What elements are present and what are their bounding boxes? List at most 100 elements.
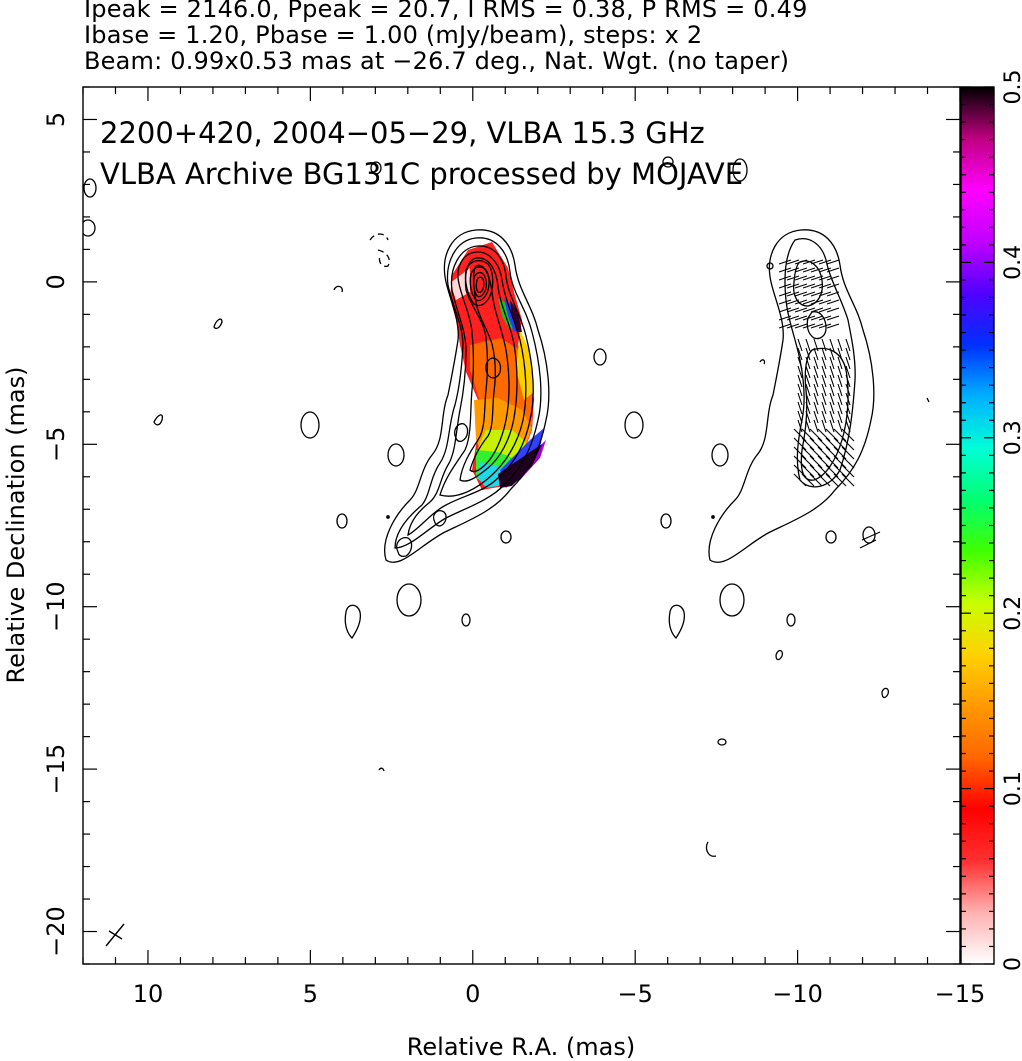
- polarization-vector: [802, 307, 816, 313]
- polarization-vector: [833, 428, 847, 442]
- polarization-vector: [826, 323, 840, 329]
- polarization-vector: [802, 315, 816, 321]
- polarization-vector: [797, 410, 803, 424]
- polarization-vector: [786, 259, 800, 265]
- polarization-vector: [821, 338, 827, 352]
- polarization-vector: [837, 356, 843, 370]
- polarization-vector: [833, 473, 847, 487]
- polarization-vector: [805, 365, 811, 379]
- polarization-vector: [837, 383, 843, 397]
- x-tick-label: −10: [772, 980, 823, 1008]
- polarization-vector: [821, 410, 827, 424]
- polarization-vector: [818, 315, 832, 321]
- polarization-vector: [841, 428, 855, 442]
- x-tick-label: 5: [303, 980, 318, 1008]
- polarization-vector: [778, 307, 792, 313]
- polarization-vector: [837, 374, 843, 388]
- colorbar-tick-label: 0: [1001, 957, 1022, 971]
- y-tick-label: −10: [42, 581, 70, 632]
- polarization-vector: [821, 392, 827, 406]
- polarization-vector: [818, 259, 832, 265]
- polarization-vector: [801, 464, 815, 478]
- polarization-vector: [829, 365, 835, 379]
- polarization-vector: [778, 315, 792, 321]
- y-tick-label: −20: [42, 906, 70, 957]
- polarization-vector: [813, 383, 819, 397]
- y-tick-label: 5: [42, 112, 70, 127]
- polarization-vector: [818, 307, 832, 313]
- polarization-vector: [809, 473, 823, 487]
- polarization-vector: [805, 374, 811, 388]
- archive-annotation: VLBA Archive BG131C processed by MOJAVE: [100, 157, 743, 191]
- polarization-vector: [825, 464, 839, 478]
- polarization-vector: [778, 283, 792, 289]
- polarization-vector: [797, 356, 803, 370]
- header-base-line: Ibase = 1.20, Pbase = 1.00 (mJy/beam), s…: [84, 21, 703, 49]
- polarization-vector: [794, 299, 808, 305]
- polarization-vector: [810, 283, 824, 289]
- polarization-vector: [826, 267, 840, 273]
- polarization-vector: [809, 446, 823, 460]
- polarization-vector: [809, 437, 823, 451]
- polarization-vector: [805, 392, 811, 406]
- polarization-vector: [826, 275, 840, 281]
- polarization-vector: [829, 410, 835, 424]
- polarization-vector: [813, 356, 819, 370]
- polarization-vector: [826, 283, 840, 289]
- polarization-vector: [829, 383, 835, 397]
- polarization-vector: [778, 323, 792, 329]
- polarization-vector: [778, 259, 792, 265]
- polarization-vector: [821, 374, 827, 388]
- polarization-vector: [841, 473, 855, 487]
- polarization-vector: [802, 323, 816, 329]
- y-tick-label: 0: [42, 274, 70, 289]
- polarization-vector: [793, 473, 807, 487]
- polarization-vector: [826, 259, 840, 265]
- polarization-vector: [845, 347, 851, 361]
- polarization-vector: [845, 383, 851, 397]
- colorbar-tick-label: 0.2: [1001, 596, 1022, 631]
- polarization-vector: [794, 275, 808, 281]
- polarization-vector: [829, 347, 835, 361]
- polarization-vector: [793, 464, 807, 478]
- polarization-vector: [786, 267, 800, 273]
- polarization-vector: [797, 419, 803, 433]
- polarization-vector: [805, 401, 811, 415]
- polarization-vector: [801, 446, 815, 460]
- polarization-vector: [805, 410, 811, 424]
- colorbar-tick-label: 0.3: [1001, 420, 1022, 455]
- polarization-vector: [825, 473, 839, 487]
- polarization-vector: [797, 338, 803, 352]
- polarization-vector: [825, 437, 839, 451]
- polarization-vector: [817, 464, 831, 478]
- polarization-vector: [821, 401, 827, 415]
- x-axis-label: Relative R.A. (mas): [407, 1033, 635, 1061]
- polarization-vector: [821, 356, 827, 370]
- polarization-vector: [813, 374, 819, 388]
- polarization-vector: [797, 383, 803, 397]
- polarization-vector: [829, 392, 835, 406]
- polarization-vector: [817, 428, 831, 442]
- polarization-vector: [805, 383, 811, 397]
- polarization-vector: [845, 365, 851, 379]
- polarization-vector: [802, 275, 816, 281]
- polarization-vector: [845, 419, 851, 433]
- polarization-vector: [833, 464, 847, 478]
- polarization-vector: [818, 323, 832, 329]
- x-tick-label: −15: [935, 980, 986, 1008]
- polarization-vector: [813, 401, 819, 415]
- plot-frame: [82, 86, 961, 965]
- polarization-vector: [817, 455, 831, 469]
- polarization-vector: [845, 356, 851, 370]
- polarization-vector: [778, 299, 792, 305]
- polarization-vector: [794, 259, 808, 265]
- polarization-vector: [837, 401, 843, 415]
- polarization-vector: [794, 315, 808, 321]
- polarization-vector: [813, 365, 819, 379]
- polarization-vector: [845, 338, 851, 352]
- polarization-vector: [810, 267, 824, 273]
- polarization-vector: [802, 267, 816, 273]
- polarization-vector: [793, 446, 807, 460]
- header-peak-line: Ipeak = 2146.0, Ppeak = 20.7, I RMS = 0.…: [84, 0, 808, 23]
